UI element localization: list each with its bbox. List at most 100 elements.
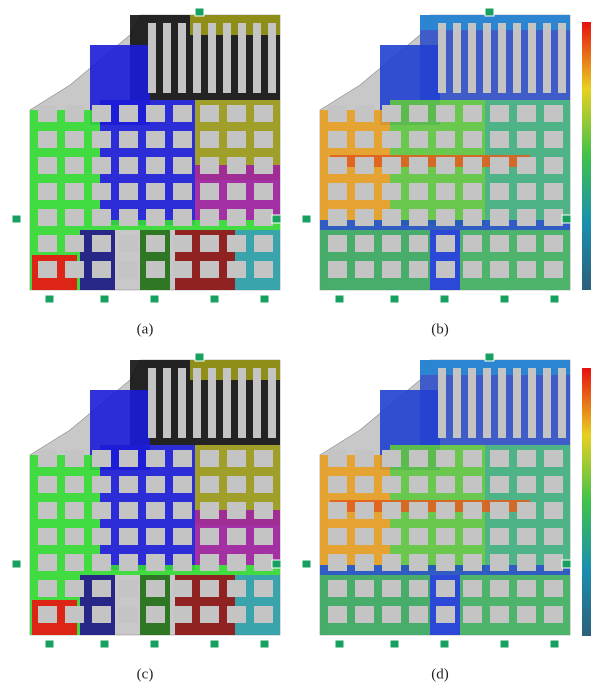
exit-sign	[210, 295, 219, 303]
room	[163, 23, 171, 93]
room	[463, 450, 482, 467]
room	[38, 502, 57, 519]
room	[328, 502, 347, 519]
room	[382, 476, 401, 493]
room	[146, 580, 165, 597]
room	[382, 235, 401, 252]
exit-sign	[562, 215, 571, 223]
room	[173, 606, 192, 623]
room	[436, 261, 455, 278]
room	[92, 528, 111, 545]
room	[328, 209, 347, 226]
room	[328, 157, 347, 174]
room	[65, 450, 84, 467]
room	[382, 502, 401, 519]
room	[544, 476, 563, 493]
room	[517, 580, 536, 597]
room	[146, 502, 165, 519]
room	[517, 606, 536, 623]
room	[65, 209, 84, 226]
room	[254, 606, 273, 623]
room	[355, 157, 374, 174]
room	[65, 606, 84, 623]
room	[92, 502, 111, 519]
room	[92, 261, 111, 278]
panel-caption: (b)	[431, 321, 449, 337]
room	[513, 23, 521, 93]
room	[328, 131, 347, 148]
exit-sign	[100, 295, 109, 303]
room	[146, 606, 165, 623]
room	[119, 261, 138, 278]
room	[223, 368, 231, 438]
room	[463, 528, 482, 545]
room	[254, 209, 273, 226]
room	[436, 105, 455, 122]
room	[38, 105, 57, 122]
exit-sign	[45, 295, 54, 303]
room	[92, 450, 111, 467]
room	[328, 580, 347, 597]
room	[65, 502, 84, 519]
panel-caption: (c)	[137, 666, 154, 682]
room	[490, 606, 509, 623]
exit-sign	[485, 353, 494, 361]
room	[382, 528, 401, 545]
room	[517, 528, 536, 545]
room	[178, 23, 186, 93]
room	[436, 554, 455, 571]
room	[92, 105, 111, 122]
room	[253, 368, 261, 438]
room	[92, 131, 111, 148]
exit-sign	[195, 8, 204, 16]
room	[146, 554, 165, 571]
room	[436, 235, 455, 252]
room	[517, 235, 536, 252]
exit-sign	[195, 353, 204, 361]
exit-sign	[562, 560, 571, 568]
colorbar	[582, 22, 591, 290]
exit-sign	[12, 560, 21, 568]
room	[200, 105, 219, 122]
exit-sign	[100, 640, 109, 648]
room	[544, 502, 563, 519]
room	[227, 131, 246, 148]
room	[146, 235, 165, 252]
room	[119, 528, 138, 545]
room	[253, 23, 261, 93]
room	[438, 23, 446, 93]
room	[200, 580, 219, 597]
room	[355, 606, 374, 623]
room	[146, 476, 165, 493]
room	[65, 476, 84, 493]
room	[38, 580, 57, 597]
room	[38, 131, 57, 148]
room	[227, 235, 246, 252]
room	[38, 209, 57, 226]
room	[254, 105, 273, 122]
occupancy-zone	[190, 360, 280, 380]
room	[355, 183, 374, 200]
figure: (a) (b) (c) (d)	[0, 0, 592, 693]
room	[65, 528, 84, 545]
room	[193, 368, 201, 438]
room	[148, 368, 156, 438]
room	[544, 528, 563, 545]
room	[173, 183, 192, 200]
exit-sign	[390, 295, 399, 303]
room	[227, 580, 246, 597]
room	[268, 23, 276, 93]
room	[463, 131, 482, 148]
room	[543, 368, 551, 438]
room	[227, 261, 246, 278]
room	[200, 476, 219, 493]
room	[254, 476, 273, 493]
room	[382, 183, 401, 200]
room	[463, 235, 482, 252]
room	[65, 554, 84, 571]
panel-caption: (d)	[431, 666, 449, 682]
room	[436, 476, 455, 493]
room	[38, 554, 57, 571]
room	[328, 554, 347, 571]
room	[409, 606, 428, 623]
